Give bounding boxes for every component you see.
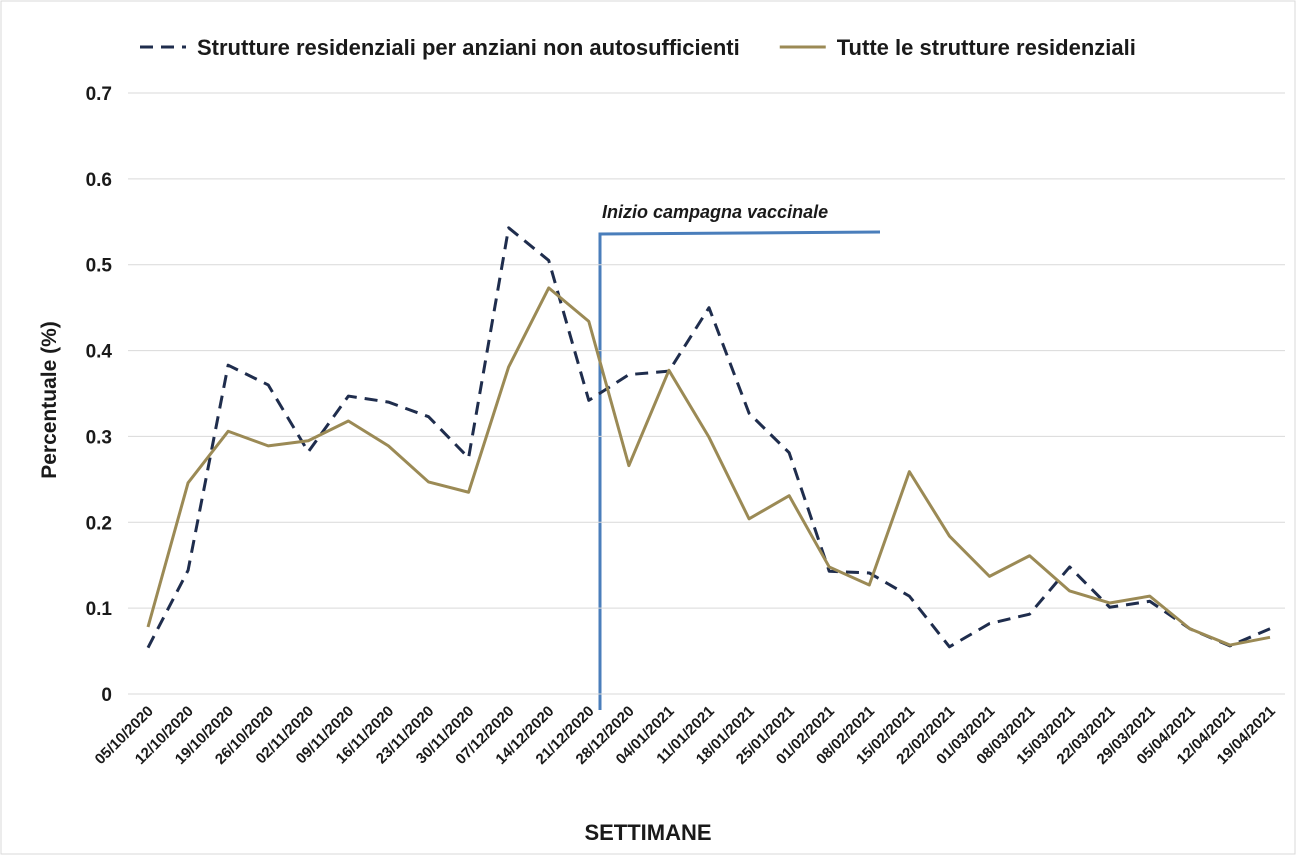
y-tick-label: 0.2 [86,513,112,534]
y-tick-label: 0.7 [86,84,112,105]
x-axis-label: SETTIMANE [584,820,711,845]
series-line [146,286,1271,647]
y-tick-label: 0.1 [86,599,113,620]
legend-label: Strutture residenziali per anziani non a… [197,35,740,60]
annotation: Inizio campagna vaccinale [602,202,828,222]
legend-label: Tutte le strutture residenziali [837,35,1136,60]
y-tick-label: 0.6 [86,170,112,191]
y-tick-label: 0 [101,685,112,706]
y-axis-label: Percentuale (%) [38,321,61,479]
vaccination-marker [598,230,881,710]
y-tick-label: 0.4 [86,342,113,363]
series-line [146,226,1271,649]
y-tick-label: 0.3 [86,427,112,448]
y-tick-label: 0.5 [86,256,113,277]
